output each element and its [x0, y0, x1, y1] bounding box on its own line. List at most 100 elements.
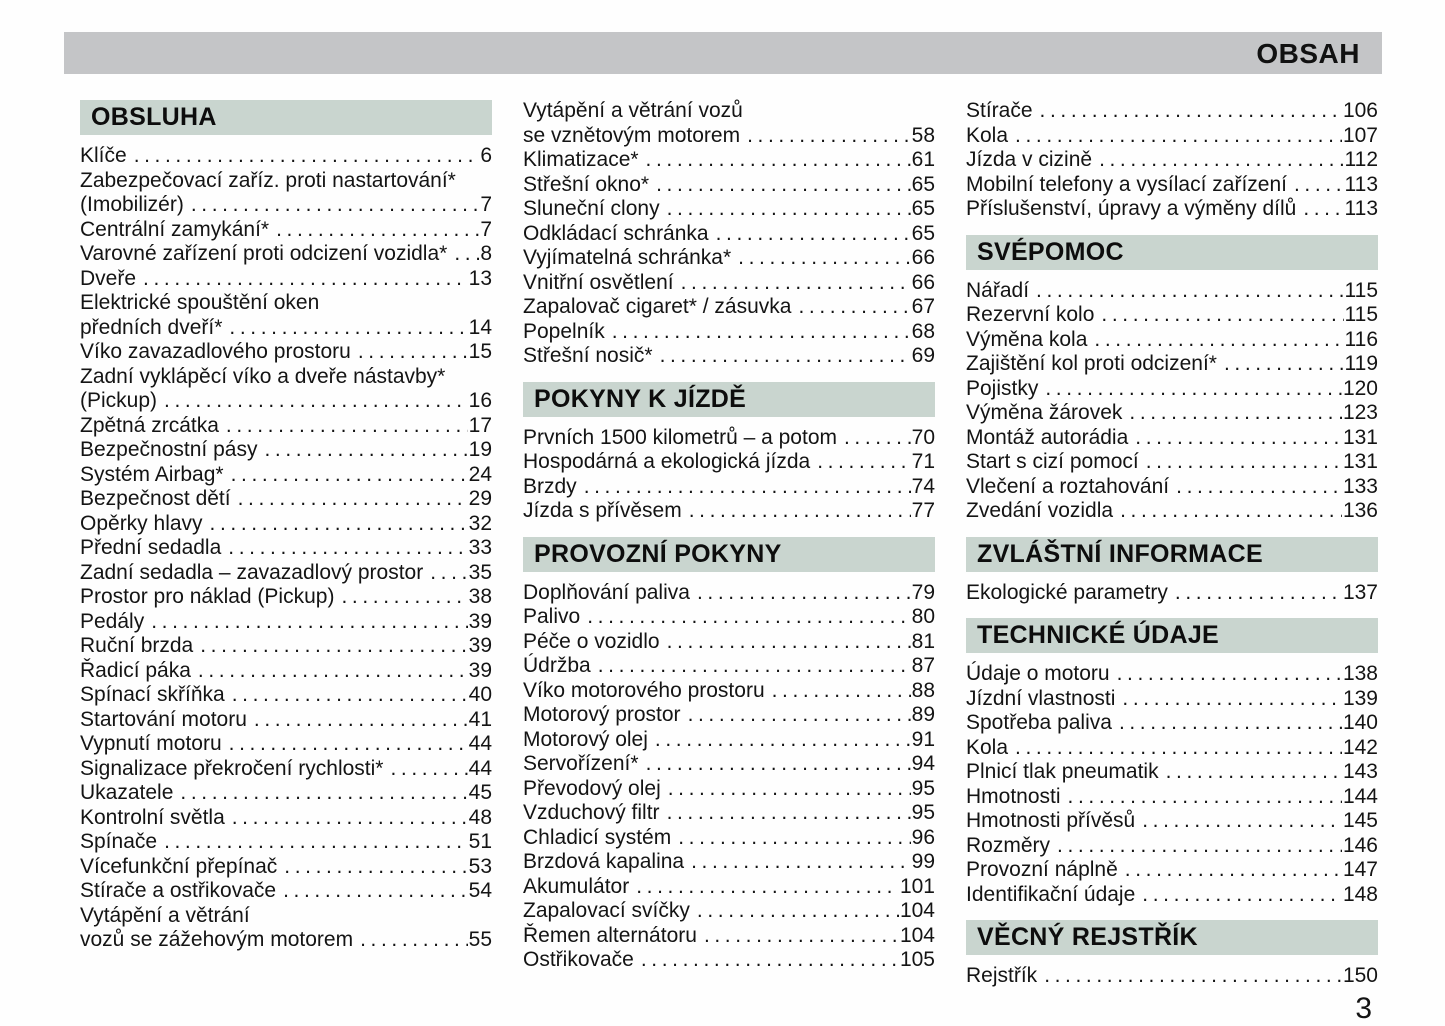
toc-content: OBSLUHA Klíče 6 Zabezpečovací zaříz. proti …	[80, 99, 1378, 1026]
toc-entry: Spínače 51	[80, 830, 492, 855]
toc-entry: Řemen alternátoru 104	[523, 924, 935, 949]
toc-entry-label: Zadní sedadla – zavazadlový prostor	[80, 560, 424, 584]
dot-leader	[210, 512, 468, 537]
toc-entry: Hmotnosti 144	[966, 785, 1378, 810]
toc-entry-label: Výměna žárovek	[966, 401, 1123, 424]
toc-entry-page: 133	[1342, 474, 1378, 498]
toc-entry: Přední sedadla 33	[80, 536, 492, 561]
dot-leader	[1117, 662, 1342, 687]
toc-entry: Popelník 68	[523, 320, 935, 345]
dot-leader	[164, 389, 468, 414]
toc-entry-page: 79	[911, 580, 935, 604]
dot-leader	[636, 875, 899, 900]
dot-leader	[598, 654, 911, 679]
dot-leader	[641, 948, 899, 973]
toc-entry-page: 45	[468, 781, 492, 804]
toc-entry-label: Opěrky hlavy	[80, 511, 203, 535]
toc-entry: Vyjímatelná schránka* 66	[523, 246, 935, 271]
toc-entry-page: 7	[480, 193, 492, 216]
dot-leader	[646, 148, 911, 173]
dot-leader	[231, 463, 468, 488]
toc-entry-page: 101	[899, 874, 935, 898]
toc-entry-page: 40	[468, 683, 492, 706]
dot-leader	[747, 124, 911, 149]
toc-entry: Kontrolní světla 48	[80, 806, 492, 831]
toc-entry-page: 41	[468, 707, 492, 731]
toc-entry-page: 96	[911, 825, 935, 849]
toc-entry-label: Vzduchový filtr	[523, 801, 660, 824]
toc-entry: Péče o vozidlo 81	[523, 630, 935, 655]
toc-entry-label: (Imobilizér)	[80, 193, 184, 216]
dot-leader	[772, 679, 911, 704]
toc-entry-label: Signalizace překročení rychlosti*	[80, 756, 384, 780]
dot-leader	[1294, 173, 1344, 198]
toc-entry: Servořízení* 94	[523, 752, 935, 777]
dot-leader	[1224, 352, 1344, 377]
dot-leader	[678, 826, 910, 851]
toc-entry-label: Motorový olej	[523, 727, 648, 751]
toc-entry-label: Provozní náplně	[966, 858, 1118, 881]
toc-entry-label: Motorový prostor	[523, 703, 681, 726]
toc-entry-page: 131	[1342, 425, 1378, 449]
toc-entry-page: 146	[1342, 833, 1378, 857]
toc-entry-page: 48	[468, 805, 492, 829]
toc-entry-page: 115	[1344, 278, 1378, 302]
toc-entry-page: 143	[1342, 760, 1378, 783]
toc-entry-page: 39	[468, 658, 492, 682]
toc-entry: Ekologické parametry 137	[966, 581, 1378, 606]
toc-entry-page: 138	[1342, 662, 1378, 685]
dot-leader	[191, 193, 479, 218]
toc-entry: Plnicí tlak pneumatik 143	[966, 760, 1378, 785]
toc-entry-page: 99	[911, 850, 935, 873]
toc-entry-page: 139	[1342, 686, 1378, 710]
toc-entry-label: Kola	[966, 735, 1009, 759]
dot-leader	[704, 924, 899, 949]
toc-entry-page: 144	[1342, 784, 1378, 808]
toc-entry-label: Ekologické parametry	[966, 580, 1168, 604]
dot-leader	[587, 605, 910, 630]
toc-entry: Start s cizí pomocí 131	[966, 450, 1378, 475]
toc-entry: vozů se zážehovým motorem 55	[80, 928, 492, 953]
toc-entry-label: Zvedání vozidla	[966, 499, 1114, 522]
dot-leader	[180, 781, 467, 806]
toc-entry: Vypnutí motoru 44	[80, 732, 492, 757]
toc-entry-page: 71	[911, 450, 935, 473]
toc-entry: předních dveří* 14	[80, 316, 492, 341]
dot-leader	[1094, 328, 1343, 353]
dot-leader	[360, 928, 468, 953]
toc-entry: Startování motoru 41	[80, 708, 492, 733]
toc-entry-page: 150	[1342, 964, 1378, 987]
toc-entry-label: Vlečení a roztahování	[966, 474, 1170, 498]
toc-entry: Převodový olej 95	[523, 777, 935, 802]
toc-entry-label: Nářadí	[966, 278, 1030, 302]
dot-leader	[1166, 760, 1342, 785]
toc-entry: Ostřikovače 105	[523, 948, 935, 973]
toc-entry-page: 55	[468, 928, 492, 951]
dot-leader	[798, 295, 910, 320]
toc-entry: Víko zavazadlového prostoru 15	[80, 340, 492, 365]
toc-entry: Signalizace překročení rychlosti* 44	[80, 757, 492, 782]
toc-entry-label: Varovné zařízení proti odcizení vozidla*	[80, 242, 448, 265]
section-header: PROVOZNÍ POKYNY	[523, 536, 935, 572]
toc-entry: Stírače 106	[966, 99, 1378, 124]
toc-entry: Klimatizace* 61	[523, 148, 935, 173]
toc-entry-page: 8	[480, 242, 492, 265]
toc-entry-page: 91	[911, 727, 935, 751]
toc-entry-line: Vytápění a větrání	[80, 903, 250, 927]
section-header: SVÉPOMOC	[966, 234, 1378, 270]
dot-leader	[1120, 499, 1342, 524]
toc-entry-page: 65	[911, 197, 935, 220]
toc-column-middle: Vytápění a větrání vozů se vznětovým moto…	[523, 99, 935, 973]
dot-leader	[1176, 475, 1342, 500]
toc-entry-page: 67	[911, 295, 935, 318]
toc-entry: (Pickup) 16	[80, 389, 492, 414]
toc-entry-page: 44	[468, 732, 492, 755]
dot-leader	[656, 173, 911, 198]
toc-entry: Centrální zamykání* 7	[80, 218, 492, 243]
toc-entry: Prvních 1500 kilometrů – a potom 70	[523, 426, 935, 451]
toc-entry: Doplňování paliva 79	[523, 581, 935, 606]
dot-leader	[430, 561, 467, 586]
toc-entry-label: Systém Airbag*	[80, 462, 224, 486]
toc-entry-label: Střešní okno*	[523, 172, 650, 196]
dot-leader	[134, 144, 480, 169]
